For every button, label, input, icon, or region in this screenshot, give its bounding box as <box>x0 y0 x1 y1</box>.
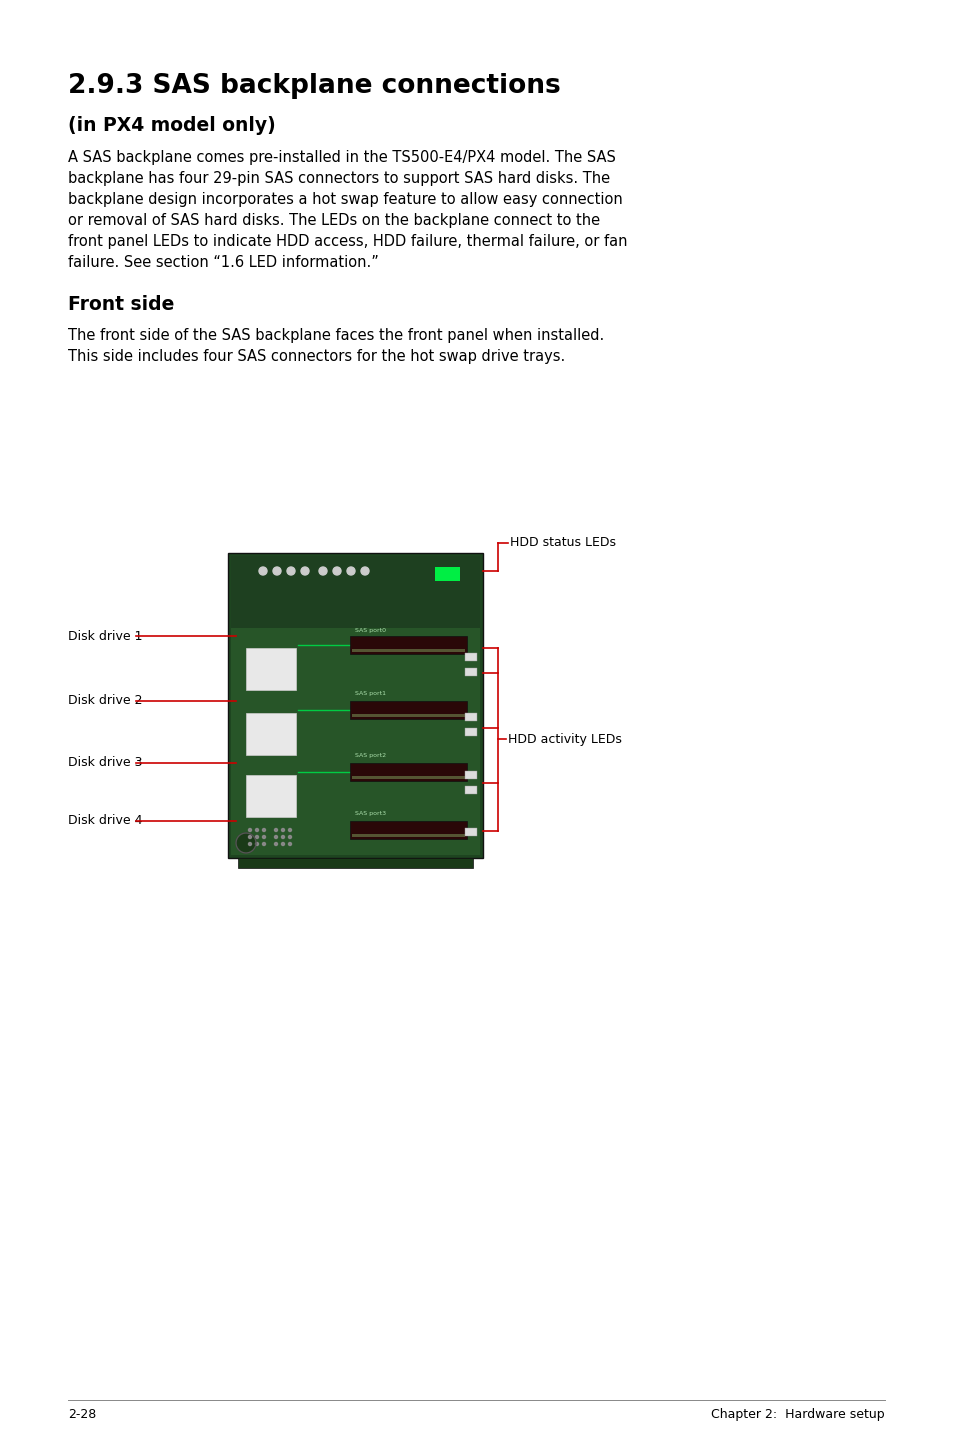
Circle shape <box>301 567 309 575</box>
Bar <box>352 715 464 718</box>
Bar <box>464 728 476 736</box>
Circle shape <box>248 828 252 831</box>
Text: or removal of SAS hard disks. The LEDs on the backplane connect to the: or removal of SAS hard disks. The LEDs o… <box>68 213 599 229</box>
Circle shape <box>288 843 292 846</box>
Text: Disk drive 4: Disk drive 4 <box>68 814 142 827</box>
Circle shape <box>333 567 340 575</box>
Bar <box>464 787 476 794</box>
Circle shape <box>287 567 294 575</box>
Text: failure. See section “1.6 LED information.”: failure. See section “1.6 LED informatio… <box>68 255 378 270</box>
Circle shape <box>248 835 252 838</box>
Bar <box>464 771 476 779</box>
Text: (in PX4 model only): (in PX4 model only) <box>68 116 275 135</box>
Bar <box>231 557 479 628</box>
Circle shape <box>258 567 267 575</box>
Bar <box>464 669 476 676</box>
Text: HDD status LEDs: HDD status LEDs <box>510 536 616 549</box>
Bar <box>246 649 295 690</box>
Circle shape <box>360 567 369 575</box>
Circle shape <box>318 567 327 575</box>
Circle shape <box>274 843 277 846</box>
Bar <box>352 777 464 779</box>
Bar <box>464 713 476 720</box>
Text: Disk drive 3: Disk drive 3 <box>68 756 142 769</box>
Text: 2.9.3 SAS backplane connections: 2.9.3 SAS backplane connections <box>68 73 560 99</box>
Bar <box>246 713 295 755</box>
Circle shape <box>248 843 252 846</box>
Text: Front side: Front side <box>68 295 174 313</box>
Text: The front side of the SAS backplane faces the front panel when installed.: The front side of the SAS backplane face… <box>68 328 603 344</box>
Text: SAS port3: SAS port3 <box>355 811 386 815</box>
Bar <box>350 821 467 838</box>
Circle shape <box>255 828 258 831</box>
Bar <box>464 828 476 835</box>
Circle shape <box>288 835 292 838</box>
Text: This side includes four SAS connectors for the hot swap drive trays.: This side includes four SAS connectors f… <box>68 349 565 364</box>
Bar <box>352 649 464 651</box>
Bar <box>228 554 482 858</box>
Bar <box>464 653 476 661</box>
Circle shape <box>255 843 258 846</box>
Bar <box>237 858 473 869</box>
Circle shape <box>288 828 292 831</box>
Circle shape <box>347 567 355 575</box>
Bar <box>350 700 467 719</box>
Text: 2-28: 2-28 <box>68 1408 96 1421</box>
Text: Chapter 2:  Hardware setup: Chapter 2: Hardware setup <box>711 1408 884 1421</box>
Circle shape <box>262 835 265 838</box>
Circle shape <box>255 835 258 838</box>
Circle shape <box>235 833 255 853</box>
Text: SAS port1: SAS port1 <box>355 692 386 696</box>
Text: backplane design incorporates a hot swap feature to allow easy connection: backplane design incorporates a hot swap… <box>68 193 622 207</box>
Text: backplane has four 29-pin SAS connectors to support SAS hard disks. The: backplane has four 29-pin SAS connectors… <box>68 171 610 186</box>
Bar <box>246 775 295 817</box>
Circle shape <box>274 835 277 838</box>
Circle shape <box>281 828 284 831</box>
Bar <box>352 834 464 837</box>
Text: HDD activity LEDs: HDD activity LEDs <box>507 732 621 745</box>
Text: A SAS backplane comes pre-installed in the TS500-E4/PX4 model. The SAS: A SAS backplane comes pre-installed in t… <box>68 150 616 165</box>
Circle shape <box>273 567 281 575</box>
Circle shape <box>281 843 284 846</box>
Circle shape <box>281 835 284 838</box>
Circle shape <box>262 843 265 846</box>
Circle shape <box>262 828 265 831</box>
Bar <box>350 636 467 654</box>
Bar <box>435 567 459 581</box>
Text: SAS port2: SAS port2 <box>355 754 386 758</box>
Circle shape <box>274 828 277 831</box>
Text: SAS port0: SAS port0 <box>355 628 386 633</box>
Text: Disk drive 2: Disk drive 2 <box>68 695 142 707</box>
Text: Disk drive 1: Disk drive 1 <box>68 630 142 643</box>
Text: front panel LEDs to indicate HDD access, HDD failure, thermal failure, or fan: front panel LEDs to indicate HDD access,… <box>68 234 627 249</box>
Bar <box>231 557 479 856</box>
Bar <box>350 764 467 781</box>
